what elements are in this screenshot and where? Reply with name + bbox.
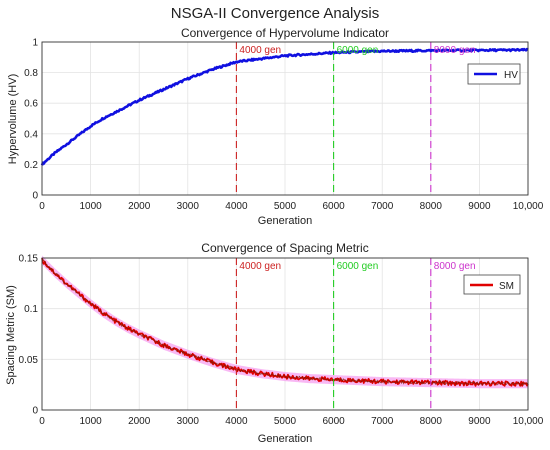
sm-legend: SM [463,274,521,295]
sm-y-tick-label: 0 [32,406,38,417]
hv-series-line [40,47,529,166]
sm-x-tick-label: 1000 [79,416,102,427]
hv-y-tick-label: 0.4 [24,129,38,140]
sm-y-tick-label: 0.1 [24,304,38,315]
hv-grid [41,41,529,196]
sm-x-axis-label: Generation [258,433,312,445]
hv-x-tick-label: 9000 [468,201,491,212]
sm-y-tick-label: 0.15 [19,254,39,265]
sm-x-tick-label: 8000 [420,416,443,427]
hv-legend: HV [467,63,521,85]
hv-x-tick-label: 10,000 [513,201,544,212]
hv-x-tick-label: 1000 [79,201,102,212]
sm-marker-label-6000: 6000 gen [337,261,379,272]
hv-x-tick-label: 0 [39,201,45,212]
sm-axes: 0 1000 2000 3000 4000 5000 6000 7000 8000 9000 10,… [19,254,544,428]
sm-y-tick-label: 0.05 [19,355,39,366]
sm-x-tick-label: 6000 [322,416,345,427]
hv-x-tick-label: 2000 [128,201,151,212]
hv-y-axis-label: Hypervolume (HV) [7,74,19,164]
sm-plot-title: Convergence of Spacing Metric [201,241,368,255]
hv-marker-label-6000: 6000 gen [337,45,379,56]
sm-x-tick-label: 9000 [468,416,491,427]
sm-marker-label-8000: 8000 gen [434,261,476,272]
hv-series [40,47,529,166]
sm-x-tick-label: 2000 [128,416,151,427]
sm-generation-markers: 4000 gen 6000 gen 8000 gen [235,258,476,410]
sm-axes-frame [41,257,529,411]
hv-x-tick-label: 4000 [225,201,248,212]
sm-x-tick-label: 5000 [274,416,297,427]
sm-x-tick-label: 7000 [371,416,394,427]
sm-series-trace [41,258,529,387]
hv-axes: 0 1000 2000 3000 4000 5000 6000 7000 8000 9000 10,… [24,38,544,213]
sm-x-tick-label: 3000 [177,416,200,427]
sm-x-tick-label: 10,000 [513,416,544,427]
hv-x-tick-label: 7000 [371,201,394,212]
figure-title: NSGA-II Convergence Analysis [171,5,379,22]
hv-y-tick-label: 0 [32,191,38,202]
hv-x-axis-label: Generation [258,215,312,227]
hv-generation-markers: 4000 gen 6000 gen 8000 gen [235,42,476,195]
hv-x-tick-label: 8000 [420,201,443,212]
hv-x-tick-label: 3000 [177,201,200,212]
sm-marker-label-4000: 4000 gen [239,261,281,272]
hv-y-tick-label: 0.2 [24,160,38,171]
hv-legend-label: HV [504,70,518,81]
sm-y-axis-label: Spacing Metric (SM) [5,285,17,385]
sm-series [41,257,529,387]
hv-marker-label-4000: 4000 gen [239,45,281,56]
hv-x-tick-label: 5000 [274,201,297,212]
hv-y-tick-label: 0.6 [24,99,38,110]
sm-plot: Convergence of Spacing Metric Generation… [5,241,544,445]
hv-plot-title: Convergence of Hypervolume Indicator [181,26,389,40]
hv-y-tick-label: 0.8 [24,68,38,79]
hv-axes-frame [41,41,529,196]
hv-marker-label-8000: 8000 gen [434,45,476,56]
hv-y-tick-label: 1 [32,38,38,49]
hv-plot: Convergence of Hypervolume Indicator Gen… [7,26,544,227]
sm-x-tick-label: 0 [39,416,45,427]
sm-legend-label: SM [499,281,514,292]
sm-x-tick-label: 4000 [225,416,248,427]
hv-x-tick-label: 6000 [322,201,345,212]
